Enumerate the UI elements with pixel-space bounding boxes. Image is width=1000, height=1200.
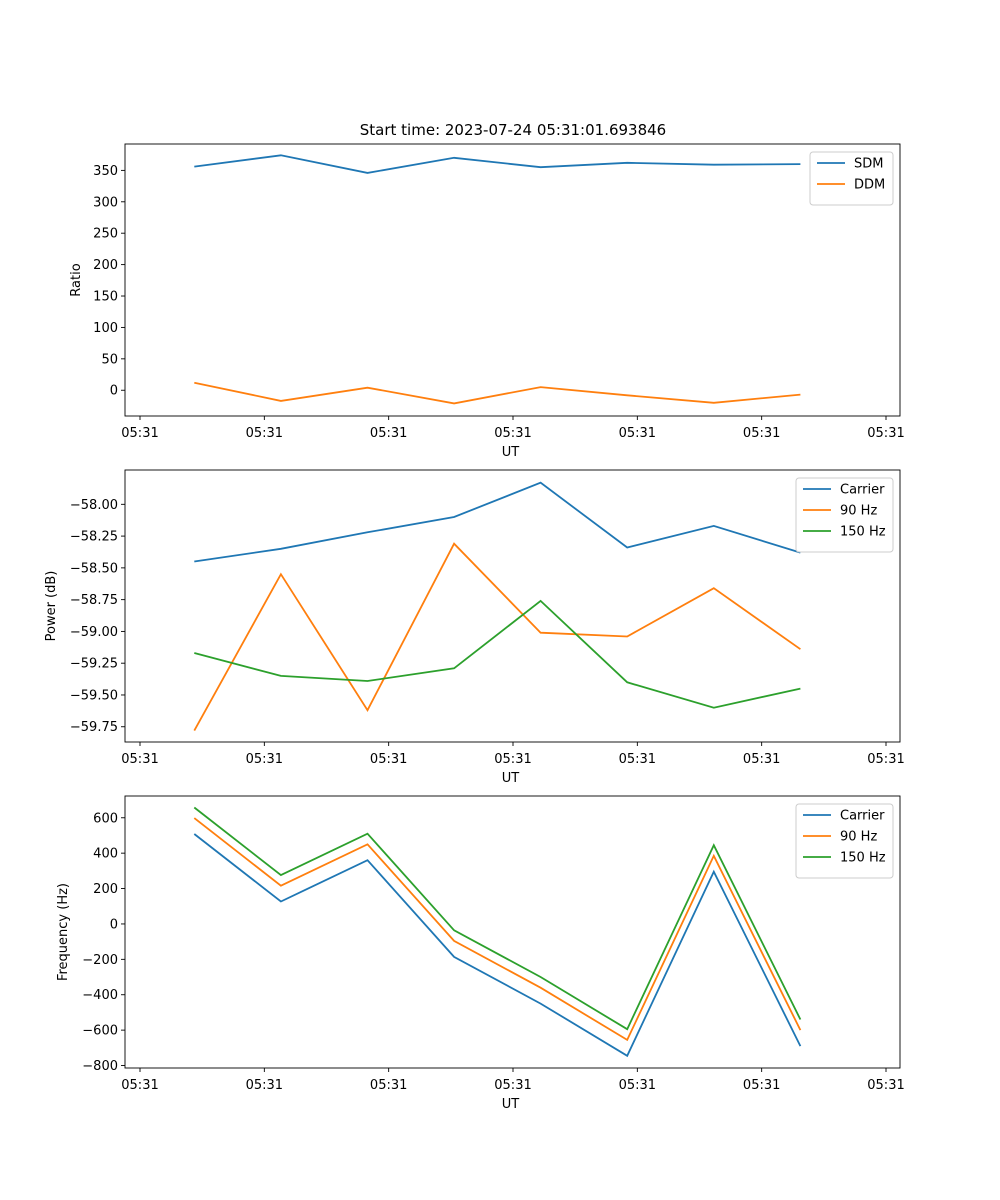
y-tick-label: 350 — [93, 164, 118, 179]
legend-box — [795, 477, 894, 553]
legend-label: 150 Hz — [840, 525, 886, 540]
x-tick-label: 05:31 — [619, 1078, 656, 1093]
legend-label: 90 Hz — [840, 830, 877, 845]
frequency-panel: −800 −600 −400 −200 0 200 400 600 05:31 05:31 05:3… — [56, 795, 905, 1112]
legend: SDM DDM — [809, 151, 894, 206]
x-tick-label: 05:31 — [743, 426, 780, 441]
series-line-carrier — [194, 481, 801, 563]
y-tick-label: 400 — [93, 847, 118, 862]
y-tick-label: −58.75 — [70, 593, 118, 608]
x-axis-label: UT — [502, 771, 520, 786]
y-tick-label: −600 — [82, 1024, 118, 1039]
y-tick-label: −59.50 — [70, 688, 118, 703]
legend-label: DDM — [854, 178, 885, 193]
x-tick-label: 05:31 — [370, 752, 407, 767]
y-tick-label: −58.50 — [70, 561, 118, 576]
y-axis-label: Power (dB) — [44, 571, 59, 642]
x-tick-label: 05:31 — [246, 1078, 283, 1093]
x-tick-label: 05:31 — [370, 1078, 407, 1093]
legend-label: SDM — [854, 157, 883, 172]
y-tick-label: 300 — [93, 195, 118, 210]
x-tick-label: 05:31 — [867, 426, 904, 441]
x-tick-label: 05:31 — [743, 752, 780, 767]
x-tick-label: 05:31 — [867, 752, 904, 767]
legend-label: 90 Hz — [840, 504, 877, 519]
figure-title: Start time: 2023-07-24 05:31:01.693846 — [360, 121, 666, 139]
y-tick-label: 200 — [93, 258, 118, 273]
y-tick-label: 600 — [93, 811, 118, 826]
x-tick-label: 05:31 — [246, 426, 283, 441]
y-tick-label: 0 — [110, 917, 118, 932]
y-tick-label: 250 — [93, 227, 118, 242]
x-tick-label: 05:31 — [743, 1078, 780, 1093]
y-tick-label: −59.25 — [70, 657, 118, 672]
x-tick-label: 05:31 — [246, 752, 283, 767]
y-tick-label: 200 — [93, 882, 118, 897]
series-line-ddm — [194, 381, 801, 405]
y-tick-label: −58.25 — [70, 530, 118, 545]
y-tick-label: −400 — [82, 988, 118, 1003]
x-tick-label: 05:31 — [867, 1078, 904, 1093]
x-axis-label: UT — [502, 1097, 520, 1112]
legend: Carrier 90 Hz 150 Hz — [795, 803, 894, 879]
x-tick-label: 05:31 — [494, 426, 531, 441]
y-tick-label: −59.75 — [70, 720, 118, 735]
legend: Carrier 90 Hz 150 Hz — [795, 477, 894, 553]
x-tick-label: 05:31 — [494, 752, 531, 767]
y-tick-label: −200 — [82, 953, 118, 968]
legend-label: Carrier — [840, 809, 885, 824]
axes-frame — [124, 469, 901, 743]
legend-label: 150 Hz — [840, 851, 886, 866]
x-tick-label: 05:31 — [619, 426, 656, 441]
x-tick-label: 05:31 — [121, 752, 158, 767]
series-line-150-hz — [194, 599, 801, 709]
y-tick-label: 0 — [110, 384, 118, 399]
series-line-90-hz — [193, 542, 801, 732]
ratio-panel: 0 50 100 150 200 250 300 350 05:31 05:31 05:31 05:3… — [69, 143, 905, 460]
y-tick-label: 100 — [93, 321, 118, 336]
axes-frame — [124, 143, 901, 417]
series-line-150-hz — [193, 806, 802, 1031]
x-tick-label: 05:31 — [121, 426, 158, 441]
x-tick-label: 05:31 — [370, 426, 407, 441]
x-axis-label: UT — [502, 445, 520, 460]
legend-label: Carrier — [840, 483, 885, 498]
y-tick-label: −58.00 — [70, 498, 118, 513]
y-tick-label: −59.00 — [70, 625, 118, 640]
y-axis-label: Ratio — [69, 263, 84, 296]
axes-frame — [124, 795, 901, 1069]
y-tick-label: 50 — [101, 352, 118, 367]
power-panel: −59.75 −59.50 −59.25 −59.00 −58.75 −58.50 −58.… — [44, 469, 905, 786]
legend-box — [795, 803, 894, 879]
series-line-sdm — [194, 154, 801, 174]
y-tick-label: −800 — [82, 1059, 118, 1074]
x-tick-label: 05:31 — [494, 1078, 531, 1093]
x-tick-label: 05:31 — [121, 1078, 158, 1093]
y-axis-label: Frequency (Hz) — [56, 883, 71, 981]
series-line-carrier — [193, 833, 802, 1058]
series-line-90-hz — [193, 817, 802, 1042]
legend-box — [809, 151, 894, 206]
x-tick-label: 05:31 — [619, 752, 656, 767]
y-tick-label: 150 — [93, 290, 118, 305]
